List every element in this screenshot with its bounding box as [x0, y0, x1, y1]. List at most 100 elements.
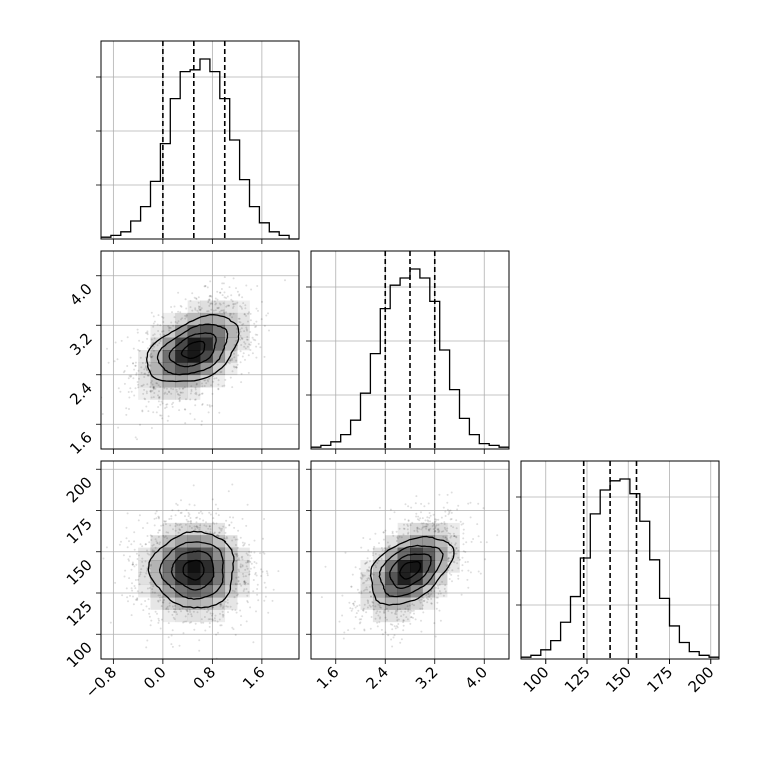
sample-point: [146, 330, 149, 333]
sample-point: [134, 364, 137, 367]
sample-point: [207, 411, 210, 414]
sample-point: [150, 619, 153, 622]
sample-point: [226, 304, 229, 307]
sample-point: [402, 619, 405, 622]
sample-point: [227, 361, 229, 364]
density-cell: [224, 362, 238, 376]
sample-point: [143, 368, 146, 371]
sample-point: [422, 522, 425, 525]
density-cell: [237, 547, 250, 561]
sample-point: [413, 612, 415, 615]
density-cell: [372, 572, 386, 586]
sample-point: [186, 610, 189, 613]
sample-point: [168, 327, 171, 330]
sample-point: [132, 347, 135, 350]
density-cell: [422, 572, 436, 586]
sample-point: [372, 554, 374, 557]
sample-point: [223, 384, 226, 387]
density-cell: [162, 597, 176, 610]
sample-point: [461, 564, 464, 567]
sample-point: [240, 344, 243, 346]
sample-point: [224, 531, 227, 534]
sample-point: [440, 516, 443, 519]
sample-point: [360, 592, 363, 595]
sample-point: [455, 519, 458, 522]
density-cell: [138, 387, 151, 400]
sample-point: [141, 557, 144, 560]
sample-point: [239, 334, 242, 337]
sample-point: [366, 599, 369, 602]
sample-point: [394, 611, 397, 614]
sample-point: [65, 593, 67, 595]
sample-point: [245, 552, 248, 555]
density-cell: [212, 325, 226, 338]
sample-point: [216, 620, 219, 623]
sample-point: [184, 314, 187, 317]
sample-point: [215, 302, 218, 305]
sample-point: [141, 384, 144, 387]
sample-point: [246, 329, 248, 332]
x-tick-label: 3.2: [412, 663, 442, 693]
sample-point: [409, 609, 412, 612]
sample-point: [249, 312, 252, 315]
sample-point: [229, 516, 231, 519]
sample-point: [236, 290, 239, 293]
sample-point: [447, 560, 450, 563]
sample-point: [203, 285, 206, 288]
sample-point: [396, 537, 399, 540]
sample-point: [174, 321, 177, 323]
sample-point: [128, 540, 130, 543]
sample-point: [428, 516, 431, 519]
sample-point: [190, 621, 193, 624]
sample-point: [210, 295, 213, 298]
sample-point: [365, 611, 368, 614]
sample-point: [243, 580, 246, 583]
sample-point: [159, 403, 162, 406]
sample-point: [227, 490, 230, 493]
x-tick-label: 100: [520, 663, 553, 696]
sample-point: [145, 605, 148, 608]
sample-point: [416, 526, 419, 529]
sample-point: [425, 525, 428, 528]
sample-point: [173, 316, 176, 319]
sample-point: [254, 571, 257, 574]
sample-point: [200, 423, 203, 426]
sample-point: [238, 294, 241, 297]
sample-point: [386, 541, 389, 544]
density-cell: [212, 535, 226, 548]
sample-point: [369, 578, 372, 581]
sample-point: [137, 369, 140, 372]
sample-point: [155, 411, 158, 414]
sample-point: [181, 607, 184, 610]
sample-point: [125, 526, 128, 529]
sample-point: [241, 337, 244, 340]
sample-point: [158, 619, 160, 622]
sample-point: [151, 550, 154, 553]
sample-point: [228, 286, 231, 289]
sample-point: [457, 556, 460, 559]
sample-point: [236, 594, 239, 597]
density-cell: [187, 300, 201, 314]
sample-point: [239, 566, 242, 569]
histogram-panel-2: [516, 461, 719, 664]
sample-point: [446, 508, 449, 511]
sample-point: [240, 381, 243, 384]
sample-point: [189, 517, 192, 519]
density-cell: [175, 350, 188, 363]
sample-point: [207, 301, 210, 304]
sample-point: [246, 335, 249, 338]
sample-point: [152, 386, 155, 389]
sample-point: [255, 307, 258, 310]
sample-point: [132, 362, 135, 365]
sample-point: [249, 343, 252, 346]
sample-point: [177, 320, 180, 323]
sample-point: [451, 580, 453, 583]
sample-point: [383, 610, 385, 613]
sample-point: [387, 610, 390, 612]
sample-point: [190, 388, 193, 391]
sample-point: [395, 616, 398, 619]
sample-point: [133, 565, 136, 568]
sample-point: [465, 541, 468, 544]
sample-point: [445, 538, 448, 541]
sample-point: [146, 587, 149, 590]
